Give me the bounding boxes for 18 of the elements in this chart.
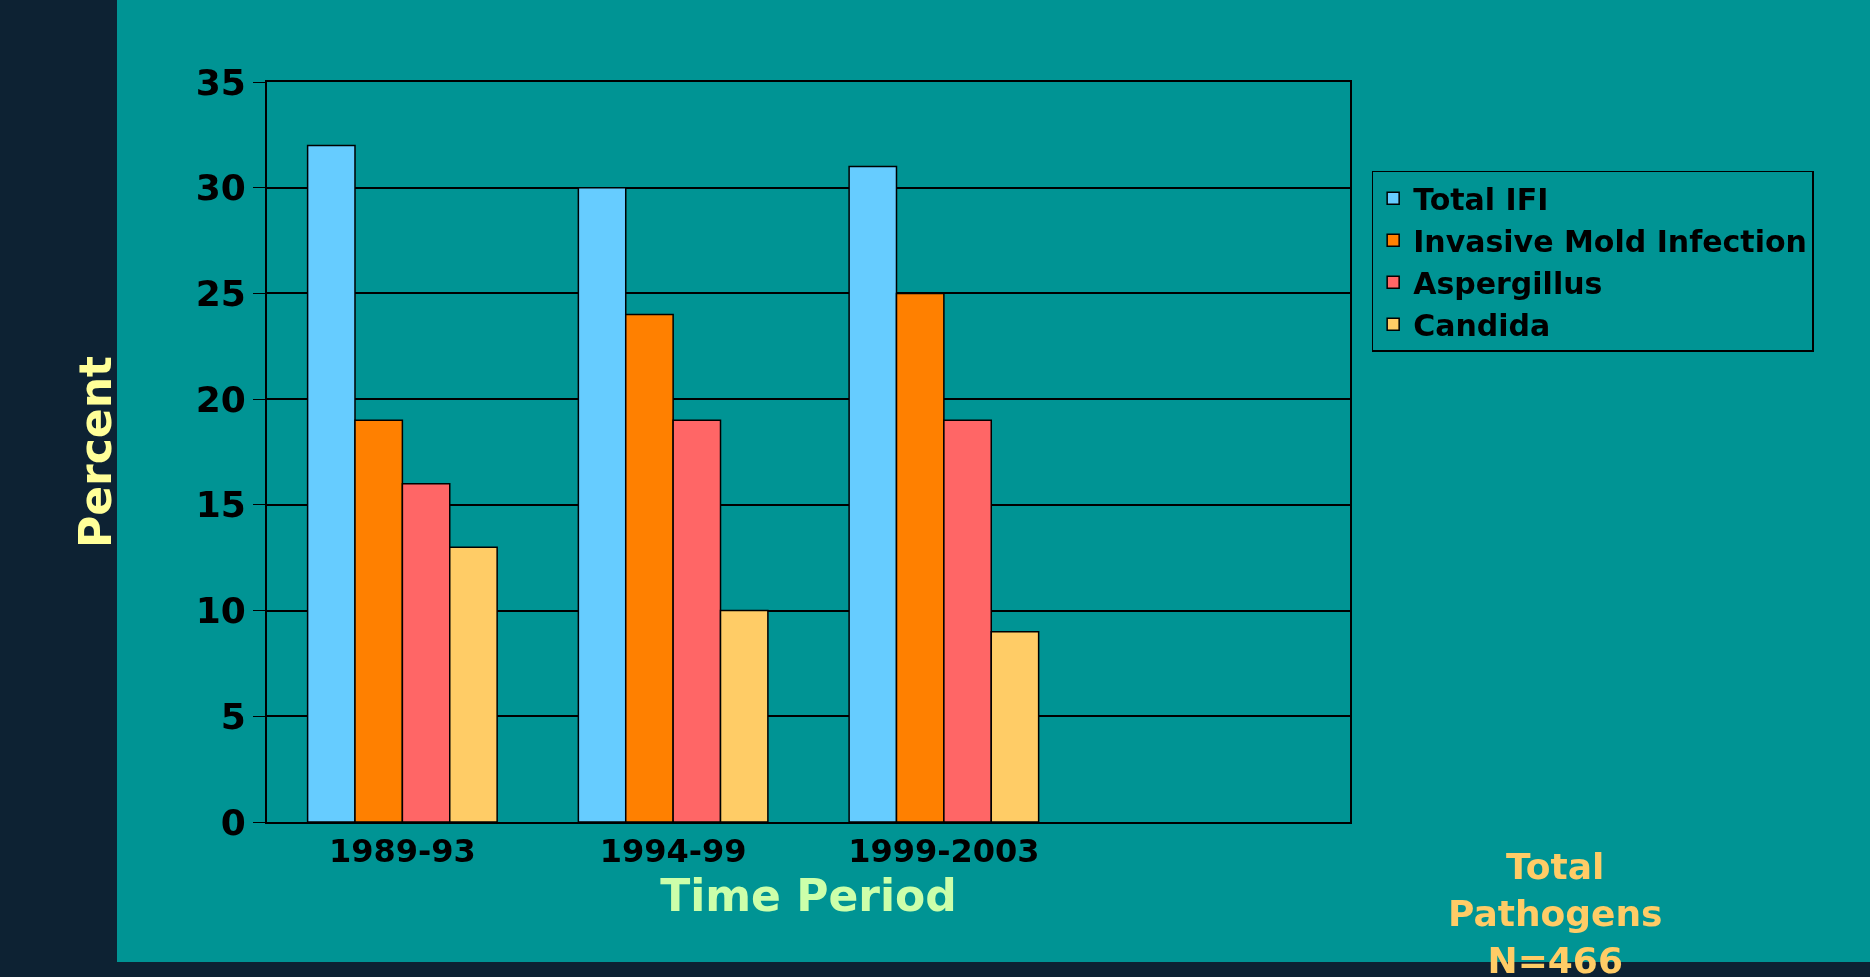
y-tick-label: 0 [220,801,246,843]
y-tick-label: 35 [195,61,246,103]
legend-label: Candida [1413,308,1551,343]
legend-label: Invasive Mold Infection [1413,224,1807,259]
y-tick-label: 20 [195,378,246,420]
text: Total Pathogens N=466 [1448,846,1663,977]
legend-label: Aspergillus [1413,266,1603,301]
y-tick-label: 10 [195,590,246,632]
x-tick-label: 1999-2003 [848,832,1040,871]
y-tick-label: 15 [195,484,246,526]
x-tick-label: 1994-99 [599,832,747,871]
y-tick-label: 30 [195,167,246,209]
y-tick-label: 25 [195,273,246,315]
x-axis-title: Time Period [660,870,957,922]
y-axis-title: Percent [70,355,122,549]
y-tick-label: 5 [220,695,246,737]
legend-label: Total IFI [1413,182,1549,217]
x-tick-label: 1989-93 [328,832,476,871]
